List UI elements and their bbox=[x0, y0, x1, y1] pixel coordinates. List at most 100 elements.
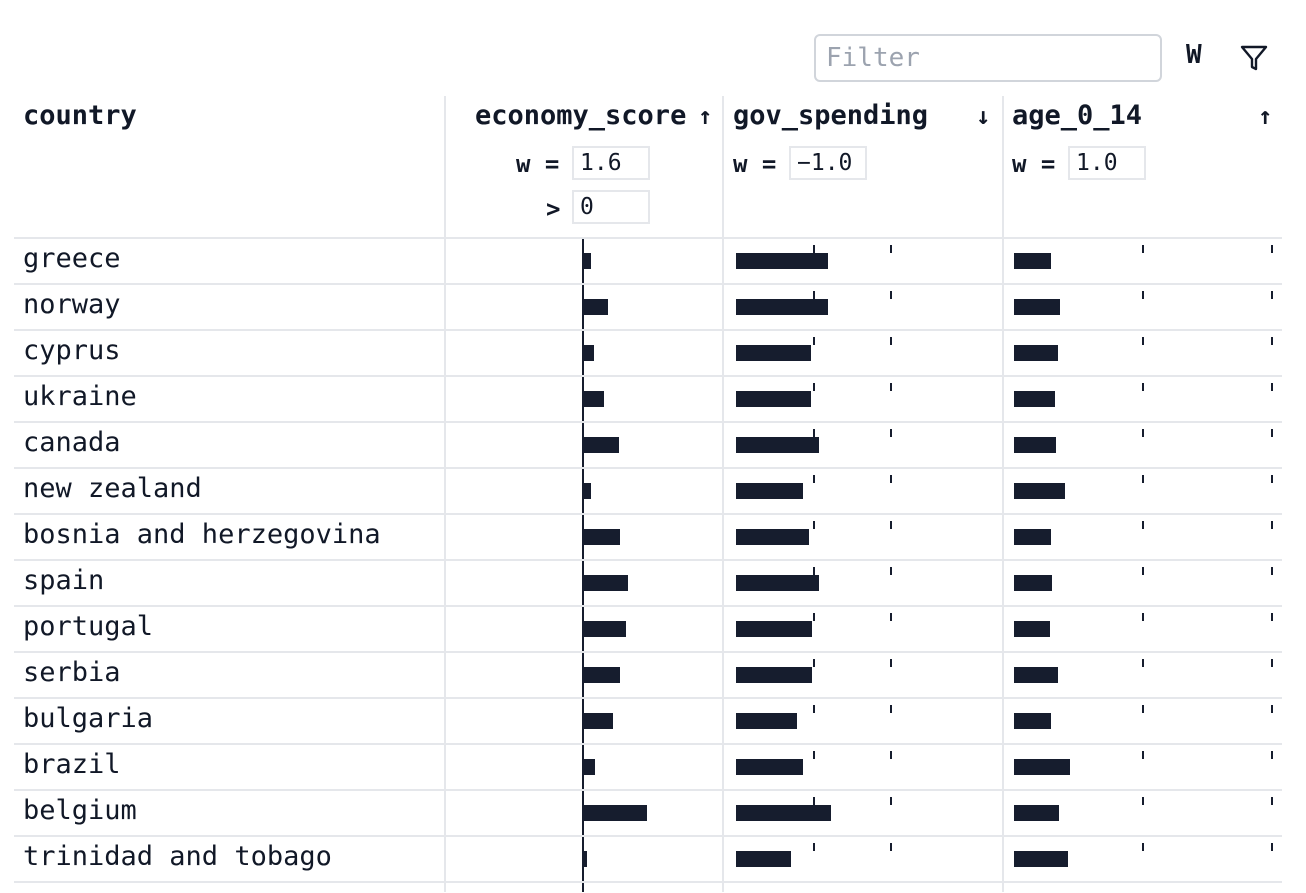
gov-spending-tick bbox=[813, 475, 815, 483]
gov-weight-input[interactable] bbox=[789, 146, 867, 180]
table-row[interactable]: cyprus bbox=[14, 329, 1282, 375]
gov-spending-tick bbox=[813, 613, 815, 621]
country-cell: portugal bbox=[23, 611, 154, 642]
weight-label: w = bbox=[1012, 150, 1056, 178]
filter-icon[interactable] bbox=[1238, 42, 1270, 74]
gov-spending-bar bbox=[736, 713, 797, 729]
economy-score-bar bbox=[584, 391, 604, 407]
table-row[interactable]: bulgaria bbox=[14, 697, 1282, 743]
toolbar: W bbox=[814, 34, 1294, 86]
gov-spending-tick bbox=[890, 567, 892, 575]
age-0-14-tick bbox=[1142, 337, 1144, 345]
gov-spending-tick bbox=[890, 613, 892, 621]
economy-score-bar bbox=[584, 575, 628, 591]
gov-spending-tick bbox=[890, 383, 892, 391]
table-row[interactable]: portugal bbox=[14, 605, 1282, 651]
age-0-14-tick bbox=[1142, 475, 1144, 483]
column-title-country[interactable]: country bbox=[23, 100, 137, 131]
sort-asc-icon[interactable]: ↑ bbox=[1258, 102, 1273, 130]
gov-spending-bar bbox=[736, 253, 828, 269]
table-row[interactable]: serbia bbox=[14, 651, 1282, 697]
column-title-age-0-14[interactable]: age_0_14 bbox=[1012, 100, 1143, 131]
table-row[interactable]: ukraine bbox=[14, 375, 1282, 421]
gov-spending-bar bbox=[736, 621, 812, 637]
table-row[interactable]: trinidad and tobago bbox=[14, 835, 1282, 881]
gov-spending-bar bbox=[736, 299, 828, 315]
weight-label: w = bbox=[516, 150, 560, 178]
filter-input[interactable] bbox=[814, 34, 1162, 82]
economy-score-bar bbox=[584, 345, 594, 361]
gov-spending-bar bbox=[736, 529, 809, 545]
age-0-14-tick bbox=[1271, 705, 1273, 713]
gov-spending-bar bbox=[736, 805, 831, 821]
age-0-14-tick bbox=[1271, 567, 1273, 575]
age-0-14-tick bbox=[1142, 705, 1144, 713]
weights-button[interactable]: W bbox=[1186, 40, 1202, 70]
age-0-14-tick bbox=[1142, 613, 1144, 621]
country-cell: ukraine bbox=[23, 381, 137, 412]
filter-op-label: > bbox=[546, 195, 561, 223]
age-0-14-tick bbox=[1142, 429, 1144, 437]
age-0-14-bar bbox=[1014, 667, 1058, 683]
economy-score-bar bbox=[584, 621, 626, 637]
table-row[interactable]: belgium bbox=[14, 789, 1282, 835]
gov-spending-bar bbox=[736, 759, 803, 775]
country-cell: serbia bbox=[23, 657, 121, 688]
table-row[interactable]: new zealand bbox=[14, 467, 1282, 513]
table-row[interactable]: brazil bbox=[14, 743, 1282, 789]
column-title-gov-spending[interactable]: gov_spending bbox=[733, 100, 929, 131]
economy-zero-axis bbox=[582, 238, 584, 892]
header-country: country bbox=[14, 96, 444, 237]
country-cell: new zealand bbox=[23, 473, 202, 504]
economy-score-bar bbox=[584, 299, 608, 315]
age-0-14-tick bbox=[1271, 291, 1273, 299]
gov-spending-tick bbox=[813, 429, 815, 437]
table-row[interactable]: norway bbox=[14, 283, 1282, 329]
header-gov-spending: gov_spending ↓ w = bbox=[724, 96, 1002, 237]
gov-spending-tick bbox=[890, 337, 892, 345]
column-title-economy-score[interactable]: economy_score bbox=[475, 100, 687, 131]
age-weight-input[interactable] bbox=[1068, 146, 1146, 180]
gov-spending-tick bbox=[813, 567, 815, 575]
gov-spending-tick bbox=[890, 245, 892, 253]
age-0-14-tick bbox=[1271, 613, 1273, 621]
column-divider bbox=[722, 96, 724, 892]
gov-spending-tick bbox=[813, 521, 815, 529]
country-cell: canada bbox=[23, 427, 121, 458]
age-0-14-bar bbox=[1014, 437, 1056, 453]
gov-spending-tick bbox=[813, 337, 815, 345]
gov-spending-tick bbox=[813, 843, 815, 851]
age-0-14-tick bbox=[1271, 797, 1273, 805]
age-0-14-bar bbox=[1014, 851, 1068, 867]
age-0-14-tick bbox=[1142, 567, 1144, 575]
table-row-partial bbox=[14, 881, 1282, 893]
gov-spending-tick bbox=[813, 659, 815, 667]
country-cell: cyprus bbox=[23, 335, 121, 366]
table-row[interactable]: bosnia and herzegovina bbox=[14, 513, 1282, 559]
age-0-14-bar bbox=[1014, 299, 1060, 315]
gov-spending-tick bbox=[813, 245, 815, 253]
gov-spending-tick bbox=[890, 751, 892, 759]
gov-spending-tick bbox=[813, 705, 815, 713]
economy-filter-input[interactable] bbox=[572, 190, 650, 224]
age-0-14-tick bbox=[1271, 475, 1273, 483]
table-row[interactable]: greece bbox=[14, 237, 1282, 283]
age-0-14-tick bbox=[1271, 337, 1273, 345]
economy-weight-input[interactable] bbox=[572, 146, 650, 180]
gov-spending-bar bbox=[736, 483, 803, 499]
sort-asc-icon[interactable]: ↑ bbox=[698, 102, 713, 130]
economy-score-bar bbox=[584, 529, 620, 545]
age-0-14-tick bbox=[1142, 521, 1144, 529]
age-0-14-bar bbox=[1014, 391, 1055, 407]
economy-score-bar bbox=[584, 667, 620, 683]
age-0-14-tick bbox=[1271, 751, 1273, 759]
country-cell: bosnia and herzegovina bbox=[23, 519, 381, 550]
age-0-14-bar bbox=[1014, 713, 1051, 729]
gov-spending-tick bbox=[813, 797, 815, 805]
sort-desc-icon[interactable]: ↓ bbox=[976, 102, 991, 130]
column-divider bbox=[444, 96, 446, 892]
country-cell: greece bbox=[23, 243, 121, 274]
gov-spending-tick bbox=[890, 797, 892, 805]
table-row[interactable]: spain bbox=[14, 559, 1282, 605]
table-row[interactable]: canada bbox=[14, 421, 1282, 467]
